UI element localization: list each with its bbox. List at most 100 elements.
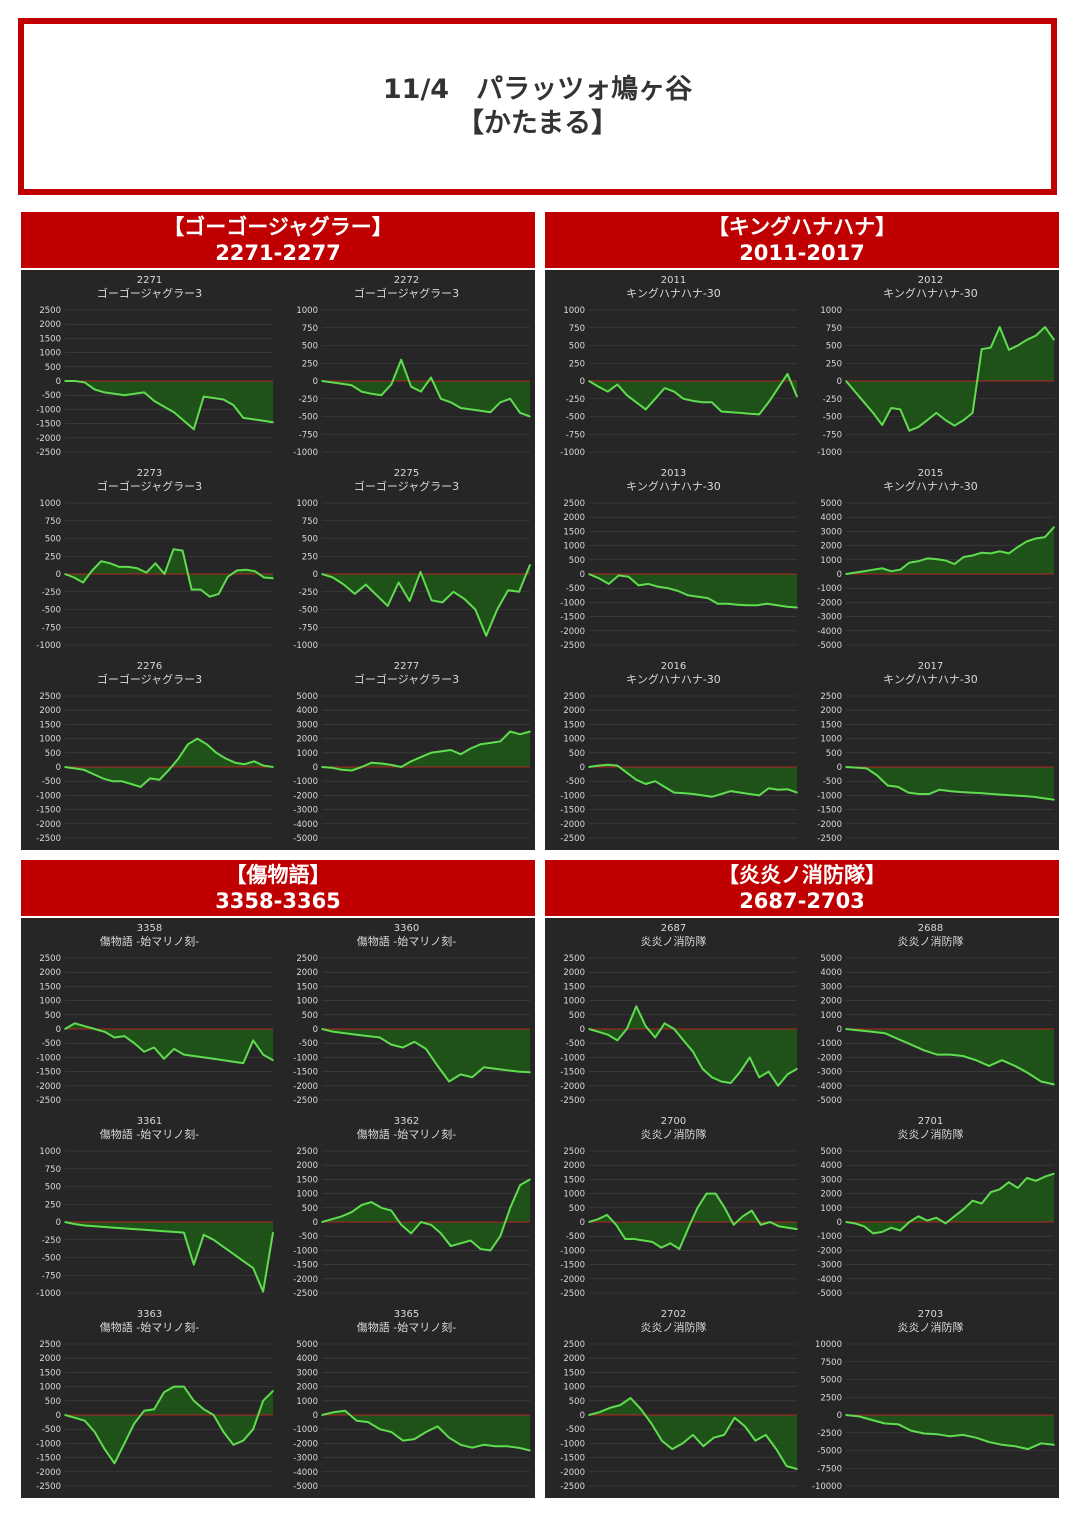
y-tick-label: 7500 [820,1358,842,1368]
data-point [777,1085,779,1087]
data-point [845,766,847,768]
data-point [109,562,111,565]
data-point [390,1431,393,1433]
data-point [923,1432,925,1435]
y-tick-label: -500 [299,413,318,423]
chart-machine-label: ゴーゴージャグラー3 [354,479,459,493]
data-point [796,1068,798,1070]
y-tick-label: -1000 [560,791,585,801]
y-tick-label: -1000 [293,777,318,787]
data-point [663,387,666,389]
y-tick-label: 0 [313,1411,318,1421]
data-point [1044,326,1046,328]
data-point [989,1191,992,1193]
data-point [153,1229,155,1232]
data-point [474,608,477,611]
data-point [420,1221,422,1223]
y-tick-label: 750 [569,324,585,334]
data-point [208,595,211,598]
data-point [1008,1181,1010,1183]
data-point [341,769,343,771]
data-point [123,1227,126,1230]
data-point [697,595,699,598]
data-point [615,1224,617,1226]
data-point [436,1065,439,1067]
data-point [711,1076,713,1079]
data-point [154,562,157,565]
data-point [529,564,531,566]
data-point [714,1192,717,1195]
data-point [130,783,132,785]
data-point [489,742,492,744]
y-tick-label: -500 [566,584,585,594]
data-point [212,397,215,399]
data-point [758,1076,760,1079]
chart-machine-label: 炎炎ノ消防隊 [641,1320,707,1334]
data-point [687,1226,690,1229]
data-point [489,411,492,413]
data-point [272,766,274,768]
y-tick-label: -2000 [560,1082,585,1092]
y-tick-label: 1000 [563,997,585,1007]
data-point [459,1444,462,1446]
y-tick-label: -1000 [817,448,842,458]
data-point [936,1433,938,1435]
data-point [133,1228,136,1230]
area-fill [589,764,797,797]
data-point [496,608,498,611]
y-tick-label: -1500 [560,806,585,816]
y-tick-label: 0 [837,1218,842,1228]
data-point [509,1207,511,1209]
data-point [609,1407,611,1409]
y-tick-label: 2500 [296,1147,318,1157]
y-tick-label: 2500 [296,954,318,964]
data-point [471,1076,473,1079]
data-point [172,548,175,550]
y-tick-label: 500 [826,749,842,759]
y-tick-label: 2000 [820,542,842,552]
data-point [272,1231,274,1234]
data-point [479,410,482,412]
group-range: 2271-2277 [215,241,341,265]
data-point [332,576,334,579]
data-point [776,604,778,606]
data-point [692,1050,694,1053]
chart-id-label: 3358 [137,923,162,934]
data-point [93,1225,96,1228]
data-point [529,1178,531,1181]
y-tick-label: 1500 [296,1175,318,1185]
data-point [111,780,114,782]
data-point [744,1425,746,1428]
y-tick-label: -750 [299,623,318,633]
data-point [181,549,184,552]
data-point [400,1224,402,1226]
data-point [367,1035,369,1037]
y-tick-label: -1000 [560,448,585,458]
data-point [102,777,104,780]
y-tick-label: 0 [56,377,61,387]
y-tick-label: -2500 [817,834,842,844]
data-point [341,1215,343,1218]
chart-2017: 2017 キングハナハナ-30 2500 2000 1500 1000 500 0 -500 -1… [802,656,1059,849]
chart-machine-label: 傷物語 -始マリノ刻- [357,1320,456,1334]
data-point [872,412,874,414]
y-tick-label: -1500 [36,420,61,430]
data-point [989,552,992,555]
data-point [1001,1444,1003,1446]
data-point [84,1419,86,1422]
data-point [1014,1065,1016,1067]
data-point [785,1465,788,1467]
data-point [158,779,161,781]
y-tick-label: -2000 [817,1053,842,1063]
data-point [663,1022,666,1025]
data-point [944,559,947,562]
y-tick-label: 3000 [820,982,842,992]
data-point [629,1397,632,1399]
data-point [980,551,983,554]
y-tick-label: -2000 [36,434,61,444]
chart-2273: 2273 ゴーゴージャグラー3 1000 750 500 250 0 -250 -500 -750… [21,463,278,656]
y-tick-label: -4000 [293,820,318,830]
chart-machine-label: ゴーゴージャグラー3 [354,286,459,300]
